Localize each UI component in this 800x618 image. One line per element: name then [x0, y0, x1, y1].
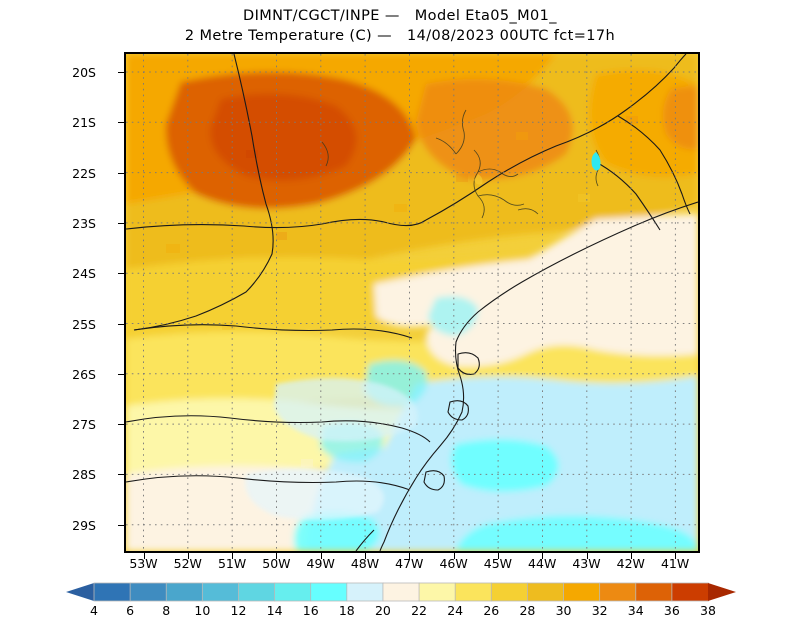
temperature-field	[126, 54, 698, 551]
colorbar-tick-label: 30	[555, 603, 572, 618]
colorbar-over-arrow	[708, 583, 736, 601]
lon-tick-label: 48W	[350, 556, 380, 571]
lon-tick-mark	[232, 553, 234, 559]
map-gridlines	[126, 54, 698, 551]
colorbar-band	[599, 582, 637, 602]
lat-tick-mark	[118, 273, 124, 275]
lon-tick-label: 45W	[483, 556, 513, 571]
lon-tick-label: 43W	[572, 556, 601, 571]
lat-tick-mark	[118, 373, 124, 375]
lon-tick-label: 44W	[528, 556, 557, 571]
colorbar-band	[310, 582, 348, 602]
coastline-and-borders	[126, 54, 698, 551]
colorbar-band	[454, 582, 493, 602]
lat-tick-label: 29S	[72, 517, 96, 533]
lat-tick-mark	[118, 424, 124, 426]
map-plot-area	[124, 52, 700, 553]
lon-tick-label: 47W	[395, 556, 424, 571]
lat-tick-label: 22S	[72, 165, 96, 181]
lon-tick-label: 42W	[616, 556, 645, 571]
lon-tick-mark	[143, 553, 145, 559]
colorbar-band	[382, 582, 420, 602]
colorbar-tick-label: 34	[627, 603, 644, 618]
lon-tick-mark	[675, 553, 677, 559]
colorbar-swatches	[66, 582, 736, 602]
lon-tick-label: 52W	[173, 556, 202, 571]
lon-tick-mark	[276, 553, 278, 559]
lat-tick-label: 28S	[72, 467, 96, 483]
colorbar-band	[274, 582, 312, 602]
lat-tick-mark	[118, 122, 124, 124]
lon-tick-mark	[586, 553, 588, 559]
lat-tick-label: 21S	[72, 115, 96, 131]
colorbar-band	[527, 582, 565, 602]
lat-tick-label: 23S	[72, 215, 96, 231]
lon-tick-label: 41W	[660, 556, 690, 571]
colorbar-tick-label: 16	[302, 603, 319, 618]
colorbar-tick-label: 8	[162, 603, 171, 618]
colorbar-band	[201, 582, 240, 602]
colorbar-tick-label: 14	[266, 603, 283, 618]
colorbar-band	[490, 582, 529, 602]
colorbar-tick-label: 6	[126, 603, 135, 618]
lat-tick-mark	[118, 323, 124, 325]
lon-tick-mark	[365, 553, 366, 559]
colorbar-tick-label: 36	[663, 603, 680, 618]
colorbar-band	[93, 582, 131, 602]
title-line-2: 2 Metre Temperature (C) — 14/08/2023 00U…	[184, 28, 616, 44]
lon-tick-mark	[320, 553, 322, 559]
colorbar-tick-label: 18	[338, 603, 355, 618]
colorbar-tick-label: 20	[374, 603, 391, 618]
colorbar-tick-label: 22	[411, 603, 427, 618]
colorbar-band	[346, 582, 384, 602]
colorbar-tick-label: 32	[591, 603, 608, 618]
lat-tick-label: 20S	[72, 65, 96, 80]
lon-tick-label: 51W	[217, 556, 247, 571]
lon-tick-mark	[187, 553, 189, 559]
colorbar-band	[635, 582, 673, 602]
lat-tick-mark	[118, 172, 124, 174]
lon-tick-mark	[542, 553, 544, 559]
lat-tick-mark	[118, 222, 124, 224]
lat-tick-label: 27S	[72, 417, 96, 433]
lat-tick-mark	[118, 524, 124, 526]
colorbar-tick-label: 12	[230, 603, 247, 618]
title-line-1: DIMNT/CGCT/INPE — Model Eta05_M01_	[243, 8, 557, 24]
colorbar-under-arrow	[66, 583, 94, 601]
colorbar-tick-label: 38	[700, 603, 716, 618]
lon-tick-label: 53W	[129, 556, 158, 571]
lat-tick-mark	[118, 474, 124, 476]
lon-tick-label: 46W	[439, 556, 468, 571]
lon-tick-mark	[497, 553, 499, 559]
lat-tick-label: 26S	[72, 366, 96, 382]
colorbar-band	[563, 582, 601, 602]
lon-tick-mark	[409, 553, 411, 559]
figure-title: DIMNT/CGCT/INPE — Model Eta05_M01_ 2 Met…	[0, 6, 800, 46]
lon-tick-mark	[453, 553, 455, 559]
colorbar-tick-label: 10	[194, 603, 211, 618]
colorbar-tick-label: 26	[483, 603, 500, 618]
colorbar-band	[418, 582, 456, 602]
colorbar-band	[671, 582, 709, 602]
colorbar-tick-label: 24	[447, 603, 464, 618]
lat-tick-label: 25S	[72, 316, 96, 332]
colorbar-tick-label: 4	[90, 603, 98, 618]
lat-tick-label: 24S	[72, 266, 96, 282]
colorbar	[66, 582, 736, 602]
colorbar-tick-label: 28	[519, 603, 536, 618]
lon-tick-mark	[630, 553, 632, 559]
lon-tick-label: 49W	[306, 556, 335, 571]
colorbar-band	[238, 582, 276, 602]
lon-tick-label: 50W	[262, 556, 291, 571]
colorbar-band	[165, 582, 204, 602]
colorbar-band	[129, 582, 168, 602]
lat-tick-mark	[118, 72, 124, 73]
reservoir-polygons	[474, 152, 601, 185]
